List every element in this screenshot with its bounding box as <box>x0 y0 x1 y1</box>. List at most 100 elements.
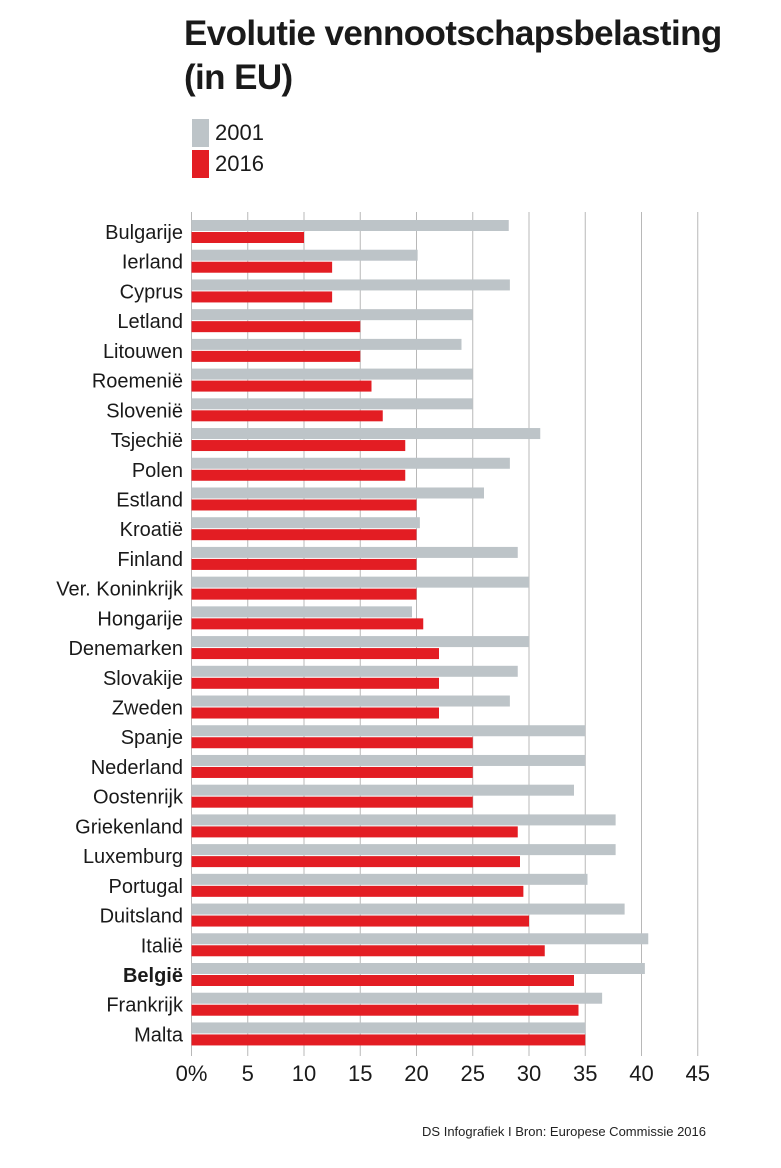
x-tick-label: 35 <box>573 1061 597 1086</box>
bar-2016 <box>191 915 529 927</box>
category-label: Roemenië <box>92 371 183 393</box>
bar-2001 <box>191 784 574 796</box>
bar-2016 <box>191 380 372 392</box>
bar-2016 <box>191 261 333 273</box>
bar-2016 <box>191 291 333 303</box>
source-note: DS Infografiek I Bron: Europese Commissi… <box>422 1124 706 1139</box>
x-tick-label: 45 <box>686 1061 710 1086</box>
category-label: Portugal <box>109 876 184 898</box>
category-label: Malta <box>134 1024 184 1046</box>
bar-2016 <box>191 677 439 689</box>
chart-title: Evolutie vennootschapsbelasting (in EU) <box>184 12 774 100</box>
grid-lines <box>191 212 699 1056</box>
bar-2001 <box>191 963 645 974</box>
bar-2001 <box>191 725 586 737</box>
x-tick-label: 10 <box>292 1061 316 1086</box>
category-label: Oostenrijk <box>93 787 184 809</box>
category-label: Bulgarije <box>105 222 183 244</box>
bar-2001 <box>191 546 518 558</box>
bar-2001 <box>191 249 418 261</box>
bar-2001 <box>191 457 510 469</box>
bar-2001 <box>191 814 616 826</box>
bar-2001 <box>191 665 518 677</box>
bar-2016 <box>191 737 473 749</box>
category-label: Kroatië <box>120 519 183 541</box>
bar-2016 <box>191 796 473 808</box>
bar-2001 <box>191 487 484 499</box>
legend-swatch-2016 <box>192 150 209 178</box>
bar-2016 <box>191 1004 579 1016</box>
x-tick-label: 20 <box>404 1061 428 1086</box>
x-tick-label: 15 <box>348 1061 372 1086</box>
legend-label-2001: 2001 <box>215 120 264 145</box>
category-label: Ierland <box>122 252 183 274</box>
category-label: Finland <box>117 549 183 571</box>
bar-2001 <box>191 844 616 856</box>
bar-2016 <box>191 232 304 243</box>
bar-2001 <box>191 903 625 915</box>
bar-2001 <box>191 220 509 231</box>
category-label: Frankrijk <box>106 995 184 1017</box>
category-labels: Bulgarije Ierland Cyprus Letland Litouwen Roe… <box>56 222 184 1046</box>
x-tick-label: 5 <box>242 1061 254 1086</box>
bar-2001 <box>191 933 649 945</box>
bar-2001 <box>191 1022 586 1034</box>
category-label: Griekenland <box>75 816 183 838</box>
bar-2001 <box>191 754 586 766</box>
category-label: Litouwen <box>103 341 183 363</box>
bar-2016 <box>191 1034 586 1046</box>
bar-2016 <box>191 618 424 630</box>
category-label: België <box>123 965 183 987</box>
bar-2001 <box>191 636 529 648</box>
category-label: Polen <box>132 460 183 482</box>
bar-2016 <box>191 469 406 481</box>
chart-title-line-1: Evolutie vennootschapsbelasting <box>184 14 722 53</box>
bar-2001 <box>191 368 473 380</box>
bar-2016 <box>191 410 383 422</box>
x-axis-ticks: 0% 5 10 15 20 25 30 35 40 45 <box>176 1061 710 1086</box>
category-label: Cyprus <box>120 281 183 303</box>
x-tick-label: 25 <box>461 1061 485 1086</box>
bar-2016 <box>191 529 417 541</box>
category-label: Hongarije <box>97 608 183 630</box>
bar-2016 <box>191 885 524 897</box>
bar-2016 <box>191 826 518 838</box>
bar-2001 <box>191 992 603 1004</box>
category-label: Luxemburg <box>83 846 183 868</box>
bar-2016 <box>191 856 520 868</box>
bar-2001 <box>191 695 510 707</box>
bar-2016 <box>191 945 545 957</box>
x-tick-label: 0% <box>176 1061 208 1086</box>
bar-2001 <box>191 338 462 350</box>
bar-2001 <box>191 517 420 529</box>
bars <box>191 220 649 1046</box>
bar-2016 <box>191 648 439 660</box>
x-tick-label: 40 <box>629 1061 653 1086</box>
category-label: Estland <box>116 489 183 511</box>
bar-2016 <box>191 321 361 333</box>
category-label: Zweden <box>112 698 183 720</box>
chart-title-line-2: (in EU) <box>184 58 293 97</box>
category-label: Spanje <box>121 727 183 749</box>
bar-2001 <box>191 279 510 291</box>
bar-2001 <box>191 873 588 885</box>
category-label: Ver. Koninkrijk <box>56 579 184 601</box>
legend-label-2016: 2016 <box>215 151 264 176</box>
category-label: Denemarken <box>68 638 183 660</box>
bar-2016 <box>191 766 473 778</box>
bar-2001 <box>191 309 473 321</box>
bar-2001 <box>191 428 541 440</box>
category-label: Slovenië <box>106 400 183 422</box>
category-label: Tsjechië <box>111 430 183 452</box>
bar-2001 <box>191 576 529 588</box>
category-label: Nederland <box>91 757 183 779</box>
category-label: Letland <box>117 311 183 333</box>
bar-2016 <box>191 707 439 719</box>
bar-2016 <box>191 558 417 570</box>
category-label: Duitsland <box>100 906 183 928</box>
legend-swatch-2001 <box>192 119 209 147</box>
bar-2016 <box>191 588 417 600</box>
x-tick-label: 30 <box>517 1061 541 1086</box>
bar-2001 <box>191 606 412 618</box>
bar-2016 <box>191 350 361 362</box>
